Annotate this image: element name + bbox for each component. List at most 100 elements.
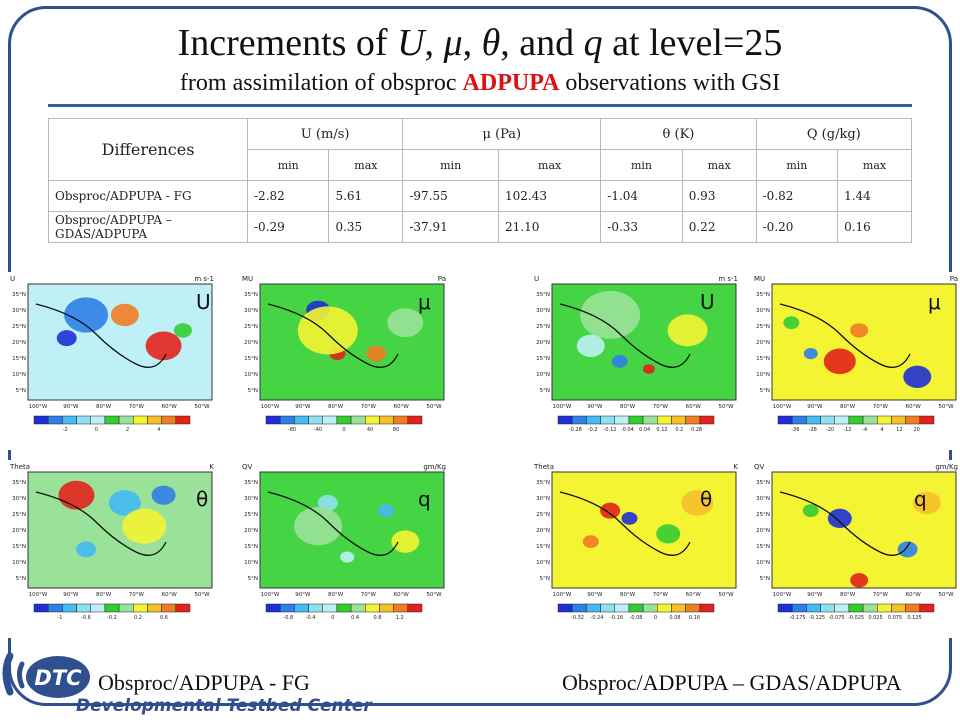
map-field-blob [823,348,856,375]
map-panel-svg: MU Pa 35°N 30°N 25°N 20°N 15°N 10°N 5°N 100°W 90°W… [242,275,446,433]
col-header-mu: μ (Pa) [402,118,602,150]
colorbar-swatch [600,603,615,613]
colorbar-tick-label: 0.4 [351,615,359,621]
map-lon-label: 60°W [686,592,702,598]
colorbar-swatch [175,415,191,425]
map-coastline [559,491,691,556]
highlight-adpupa: ADPUPA [462,70,560,96]
table-row: Obsproc/ADPUPA - FG -2.82 5.61 -97.55 10… [48,180,912,212]
map-panel: MU Pa 35°N 30°N 25°N 20°N 15°N 10°N 5°N 100°W 90°W… [750,272,960,450]
colorbar-tick-label: 0.075 [888,615,902,621]
map-field-blob [802,504,819,518]
map-lon-label: 50°W [426,404,442,410]
colorbar-swatch [365,415,380,425]
colorbar-tick-label: 40 [367,427,373,433]
map-header-right: K [733,463,738,471]
map-field-blob [151,485,176,505]
colorbar-tick-label: 1.2 [396,615,404,621]
colorbar-swatch [657,603,672,613]
colorbar-tick-label: 0.2 [134,615,142,621]
map-lon-label: 60°W [162,592,178,598]
colorbar-swatch [642,415,658,425]
colorbar-swatch [642,603,658,613]
map-lat-label: 30°N [12,496,26,502]
colorbar-swatch [47,603,63,613]
colorbar-tick-label: -0.2 [588,427,598,433]
map-header-left: MU [242,275,253,283]
map-lat-label: 30°N [244,308,258,314]
map-coastline [35,303,167,368]
colorbar-swatch [393,415,409,425]
map-lon-label: 90°W [63,404,79,410]
map-lon-label: 50°W [938,404,954,410]
col-header-theta: θ (K) [600,118,757,150]
footer-left-caption: Obsproc/ADPUPA - FG [98,670,310,695]
map-lat-label: 10°N [536,372,550,378]
map-field-blob [582,535,599,548]
map-lon-label: 100°W [553,592,572,598]
colorbar-swatch [557,415,573,425]
colorbar-swatch [891,415,906,425]
map-field-blob [783,316,800,330]
colorbar-swatch [685,415,701,425]
cell-value: 0.22 [681,211,757,243]
map-panel-svg: MU Pa 35°N 30°N 25°N 20°N 15°N 10°N 5°N 100°W 90°W… [754,275,958,433]
colorbar-swatch [614,415,630,425]
map-lat-label: 15°N [244,356,258,362]
colorbar-tick-label: 0 [95,427,98,433]
map-header-left: QV [242,463,253,471]
cell-value: -2.82 [246,180,330,212]
map-lat-label: 30°N [536,496,550,502]
colorbar-swatch [62,603,77,613]
map-field-blob [294,506,343,546]
map-lon-label: 70°W [653,592,669,598]
colorbar-tick-label: 80 [393,427,399,433]
colorbar-tick-label: 0.08 [669,615,680,621]
colorbar-swatch [265,603,281,613]
map-lat-label: 5°N [248,576,258,582]
map-lat-label: 15°N [244,544,258,550]
map-lat-label: 5°N [16,576,26,582]
map-lat-label: 10°N [756,372,770,378]
colorbar-tick-label: -0.32 [571,615,584,621]
map-header-left: Theta [533,463,554,471]
colorbar-swatch [891,603,906,613]
map-variable-letter: q [914,487,927,511]
subheader: min [246,149,330,181]
colorbar-swatch [76,603,91,613]
map-field-blob [173,323,192,338]
map-plot-area [27,471,213,589]
map-lat-label: 20°N [756,340,770,346]
map-field-blob [600,502,621,519]
colorbar-swatch [671,603,686,613]
colorbar-swatch [905,603,921,613]
map-lat-label: 20°N [536,528,550,534]
cell-value: 0.93 [681,180,757,212]
map-lon-label: 90°W [295,404,311,410]
map-lat-label: 25°N [756,324,770,330]
map-variable-letter: q [418,487,431,511]
colorbar-swatch [90,603,106,613]
map-header-left: U [10,275,15,283]
col-header-u: U (m/s) [246,118,404,150]
colorbar-swatch [133,603,148,613]
colorbar-swatch [657,415,672,425]
map-lon-label: 50°W [718,592,734,598]
map-lon-label: 70°W [129,592,145,598]
map-field-blob [580,290,641,339]
map-plot-area [27,283,213,401]
colorbar-tick-label: 0.28 [691,427,702,433]
map-lat-label: 35°N [12,292,26,298]
colorbar-swatch [777,603,793,613]
map-lon-label: 90°W [807,404,823,410]
colorbar-swatch [76,415,91,425]
colorbar-tick-label: 0.8 [373,615,381,621]
col-header-q: Q (g/kg) [755,118,913,150]
map-variable-letter: U [196,290,211,314]
colorbar-swatch [175,603,191,613]
colorbar-swatch [104,415,120,425]
cell-value: -0.20 [755,211,839,243]
map-panel: Theta K 35°N 30°N 25°N 20°N 15°N 10°N 5°N 100°W 90… [530,460,742,638]
cell-value: -0.33 [600,211,683,243]
map-header-right: Pa [950,275,958,283]
